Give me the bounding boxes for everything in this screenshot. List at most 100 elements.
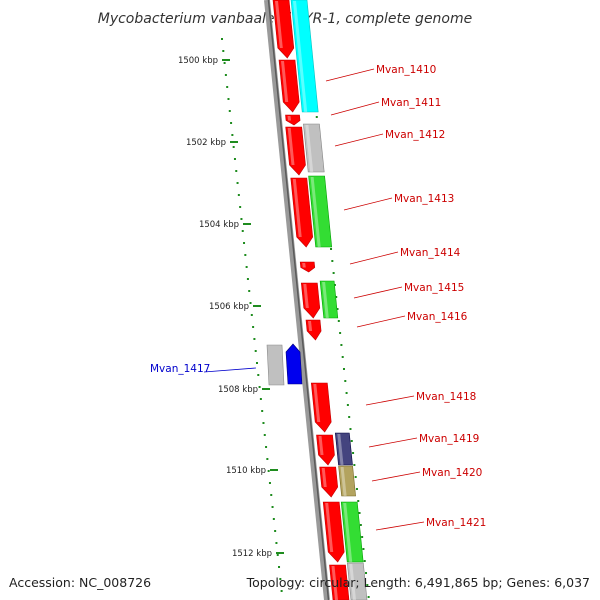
gene-arrow-mvan-1419-shine: [318, 436, 324, 455]
gene-label-mvan-1415[interactable]: Mvan_1415: [404, 282, 464, 294]
scale-dot: [243, 242, 246, 244]
gene-arrow-mvan-1420-shine: [321, 468, 327, 487]
gene-label-mvan-1419[interactable]: Mvan_1419: [419, 433, 479, 445]
lane-dot: [352, 452, 355, 454]
gene-box-gray: [303, 123, 325, 173]
gene-leader-line: [375, 521, 425, 531]
scale-dot: [221, 38, 223, 40]
gene-box-green-shine: [310, 177, 321, 247]
gene-label-mvan-1417[interactable]: Mvan_1417: [150, 363, 210, 375]
scale-dot: [240, 218, 243, 220]
scale-dot: [274, 530, 277, 532]
scale-dot: [231, 134, 234, 136]
gene-leader-line: [353, 286, 403, 299]
scale-dot: [237, 194, 240, 196]
gene-arrow-small: [285, 114, 301, 126]
scale-dot: [266, 458, 269, 460]
scale-dot: [233, 158, 236, 160]
scale-dot: [254, 350, 257, 352]
lane-dot: [331, 260, 334, 262]
scale-dot: [236, 182, 239, 184]
scale-dot: [257, 374, 260, 376]
lane-dot: [341, 356, 344, 358]
gene-label-mvan-1416[interactable]: Mvan_1416: [407, 311, 468, 323]
gene-label-mvan-1412[interactable]: Mvan_1412: [385, 129, 445, 141]
gene-arrow-mvan-1421: [322, 501, 345, 563]
gene-arrow-mvan-1411: [278, 59, 300, 113]
gene-arrow-next: [329, 564, 350, 600]
lane-dot: [354, 476, 357, 478]
gene-arrow-mvan-1417: [285, 343, 303, 385]
scale-dot: [248, 290, 251, 292]
gene-label-mvan-1410[interactable]: Mvan_1410: [376, 64, 436, 76]
lane-dot: [330, 248, 333, 250]
gene-label-mvan-1421[interactable]: Mvan_1421: [426, 517, 486, 529]
gene-leader-line: [343, 197, 393, 211]
lane-dot: [332, 272, 335, 274]
scale-tick-label: 1506 kbp: [209, 302, 249, 312]
scale-dot: [265, 446, 268, 448]
lane-dot: [350, 440, 353, 442]
gene-arrow-mvan-1420: [319, 466, 339, 498]
gene-label-mvan-1414[interactable]: Mvan_1414: [400, 247, 461, 259]
lane-dot: [346, 404, 349, 406]
scale-dot: [226, 86, 229, 88]
scale-dot: [261, 410, 264, 412]
gene-arrow-mvan-1413: [290, 177, 314, 248]
gene-box-green: [308, 175, 333, 248]
gene-arrow-mvan-1418: [310, 382, 332, 433]
lane-dot: [359, 524, 362, 526]
gene-box-cyan-shine: [293, 1, 308, 112]
scale-dot: [223, 62, 226, 64]
gene-leader-line: [368, 437, 418, 448]
scale-dot: [270, 494, 273, 496]
scale-dot: [258, 386, 261, 388]
gene-leader-line: [203, 367, 257, 373]
scale-dot: [235, 170, 238, 172]
gene-label-mvan-1420[interactable]: Mvan_1420: [422, 467, 482, 479]
scale-dot: [224, 74, 227, 76]
lane-dot: [335, 296, 338, 298]
scale-dot: [228, 110, 231, 112]
scale-dot: [279, 578, 282, 580]
scale-dot: [250, 314, 253, 316]
scale-dot: [239, 206, 242, 208]
scale-tick-label: 1508 kbp: [218, 385, 258, 395]
gene-arrow-mvan-1413-shine: [292, 179, 302, 237]
lane-dot: [348, 416, 351, 418]
gene-arrow-mvan-1416: [305, 319, 322, 341]
gene-leader-line: [334, 133, 384, 147]
lane-dot: [365, 572, 368, 574]
scale-dot: [268, 482, 271, 484]
lane-dot: [339, 332, 342, 334]
scale-dot: [244, 254, 247, 256]
gene-box-purple: [334, 432, 353, 466]
scale-dot: [252, 326, 255, 328]
scale-dot: [278, 566, 281, 568]
lane-dot: [361, 536, 364, 538]
scale-dot: [255, 362, 258, 364]
gene-label-mvan-1418[interactable]: Mvan_1418: [416, 391, 476, 403]
gene-leader-line: [349, 251, 399, 265]
scale-dot: [227, 98, 230, 100]
lane-dot: [357, 500, 360, 502]
gene-arrow-mvan-1418-shine: [313, 384, 321, 422]
gene-box-gray-lower-shine: [349, 564, 356, 600]
lane-dot: [353, 464, 356, 466]
lane-dot: [349, 428, 352, 430]
scale-dot: [263, 434, 266, 436]
gene-leader-line: [330, 101, 380, 116]
gene-arrow-mvan-1416-shine: [308, 321, 313, 331]
topology-text: Topology: circular; Length: 6,491,865 bp…: [246, 575, 590, 590]
gene-box-cyan: [290, 0, 319, 113]
gene-leader-line: [365, 395, 415, 406]
gene-leader-line: [356, 315, 406, 328]
gene-box-gray-lower: [346, 562, 368, 600]
scale-tick-label: 1504 kbp: [199, 220, 239, 230]
gene-box-tan: [338, 465, 356, 497]
gene-box-tan-shine: [340, 467, 347, 496]
gene-label-mvan-1411[interactable]: Mvan_1411: [381, 97, 441, 109]
scale-tick-label: 1502 kbp: [186, 138, 226, 148]
gene-label-mvan-1413[interactable]: Mvan_1413: [394, 193, 454, 205]
scale-dot: [267, 470, 270, 472]
